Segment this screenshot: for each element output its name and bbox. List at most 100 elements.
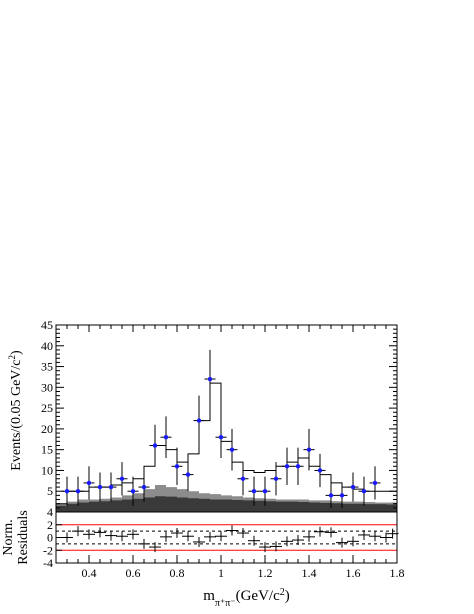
- x-axis-label-tail: ): [285, 588, 290, 604]
- residual-y-tick-label: 0: [47, 531, 53, 545]
- data-point-marker: [372, 480, 378, 486]
- data-point: [138, 472, 150, 502]
- main-y-tick-label: 40: [41, 339, 53, 353]
- data-point-marker: [251, 489, 257, 494]
- data-point-marker: [196, 418, 202, 423]
- data-point-marker: [163, 435, 169, 440]
- data-points-layer: [61, 349, 381, 508]
- residual-x-tick-label: 0.8: [170, 566, 185, 580]
- data-point: [72, 476, 84, 506]
- data-point: [226, 428, 238, 471]
- data-point: [116, 462, 128, 496]
- data-point-marker: [174, 464, 180, 469]
- residual-point: [116, 531, 128, 542]
- x-axis-label-sup: 2: [280, 587, 285, 598]
- main-y-tick-label: 25: [41, 401, 53, 415]
- data-point: [292, 447, 304, 485]
- residual-point: [270, 541, 282, 552]
- residual-y-tick-label: -4: [43, 556, 53, 570]
- data-point: [171, 447, 183, 485]
- data-point-marker: [75, 489, 81, 494]
- main-y-axis-label: Events/(0.05 GeV/c2): [7, 350, 24, 471]
- data-point-marker: [350, 484, 356, 490]
- main-plot-frame: [55, 324, 398, 513]
- data-point: [127, 476, 139, 506]
- data-point: [237, 462, 249, 496]
- data-point-marker: [207, 376, 213, 382]
- main-y-tick-label: 30: [41, 380, 53, 394]
- residual-y-axis-label-line2: Residuals: [16, 510, 31, 564]
- residual-point: [61, 532, 73, 543]
- data-point-marker: [240, 476, 246, 481]
- residual-point: [281, 536, 293, 547]
- fit-histogram-layer: [56, 382, 397, 505]
- residual-x-ticks: 0.4 0.6 0.8 1 1.2 1.4 1.6 1.8: [66, 555, 405, 580]
- residual-point: [204, 531, 216, 542]
- residual-x-tick-label: 1.6: [346, 566, 361, 580]
- data-point: [281, 447, 293, 485]
- background-dark-layer: [56, 496, 397, 512]
- data-point-marker: [152, 443, 158, 448]
- data-point: [248, 476, 260, 506]
- data-point: [204, 349, 216, 409]
- residual-y-axis-label-line1: Norm.: [1, 519, 16, 555]
- data-point-marker: [306, 447, 312, 452]
- data-point-marker: [97, 484, 103, 490]
- residual-x-tick-label: 1.4: [302, 566, 317, 580]
- residual-point: [171, 528, 183, 539]
- residual-point: [160, 531, 172, 542]
- main-y-tick-label: 35: [41, 360, 53, 374]
- residual-point: [292, 535, 304, 546]
- residual-point: [215, 531, 227, 542]
- residual-point: [226, 525, 238, 536]
- residual-point: [248, 535, 260, 546]
- data-point-marker: [108, 484, 114, 490]
- data-point-marker: [273, 476, 279, 481]
- data-point-marker: [317, 468, 323, 473]
- data-point: [193, 395, 205, 446]
- data-point: [105, 472, 117, 502]
- residual-x-tick-label: 0.6: [126, 566, 141, 580]
- data-point-marker: [262, 489, 268, 494]
- data-point: [149, 424, 161, 467]
- data-point-marker: [229, 447, 235, 452]
- residual-point: [83, 529, 95, 540]
- residual-point: [347, 536, 359, 547]
- residual-point: [127, 529, 139, 540]
- residual-points-layer: [61, 525, 399, 553]
- main-y-ticks: 5 10 15 20 25 30 35 40 45: [41, 318, 398, 509]
- residual-y-tick-label: -2: [43, 543, 53, 557]
- main-y-tick-label: 5: [47, 484, 53, 498]
- residual-y-tick-label: 4: [47, 505, 53, 519]
- main-y-tick-label: 45: [41, 318, 53, 332]
- data-point: [182, 457, 194, 492]
- residual-x-tick-label: 1: [218, 566, 224, 580]
- background-dark-histogram: [56, 496, 397, 512]
- residual-reference-lines: [56, 524, 397, 551]
- data-point-marker: [284, 464, 290, 469]
- data-point-marker: [119, 476, 125, 481]
- residual-point: [358, 529, 370, 540]
- data-point: [215, 416, 227, 458]
- residual-point: [325, 527, 337, 538]
- residual-y-tick-label: 2: [47, 518, 53, 532]
- data-point: [94, 472, 106, 502]
- data-point: [270, 462, 282, 496]
- residual-point: [369, 531, 381, 542]
- main-y-tick-label: 15: [41, 443, 53, 457]
- x-axis-label: mπ⁺π⁻(GeV/c2): [203, 587, 289, 609]
- data-point: [358, 476, 370, 506]
- residual-point: [193, 536, 205, 547]
- data-point-marker: [339, 493, 345, 498]
- data-point-marker: [185, 472, 191, 477]
- x-axis-label-unit: (GeV/c: [236, 588, 280, 604]
- main-y-axis-label-tail: ): [9, 350, 24, 355]
- residual-point: [72, 526, 84, 537]
- residual-point: [303, 531, 315, 542]
- data-point: [160, 416, 172, 458]
- data-point-marker: [295, 464, 301, 469]
- data-point: [303, 428, 315, 471]
- data-point-marker: [141, 484, 147, 490]
